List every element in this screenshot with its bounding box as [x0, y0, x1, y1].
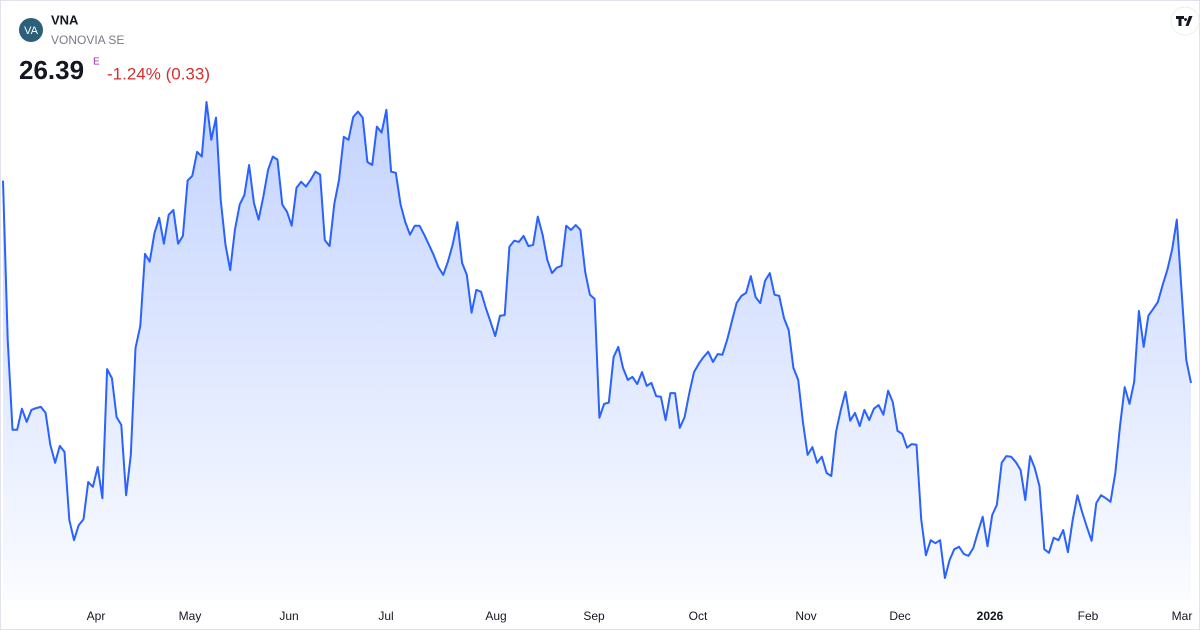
x-tick-label: Feb — [1078, 609, 1099, 623]
x-tick-label: Apr — [87, 609, 106, 623]
price-line — [2, 101, 1192, 579]
price-flag: E — [93, 57, 100, 68]
x-tick-label: Jul — [378, 609, 393, 623]
x-tick-label: Mar — [1172, 609, 1193, 623]
logo — [19, 18, 43, 42]
x-tick-label: Oct — [689, 609, 708, 623]
plot — [2, 101, 1192, 600]
x-tick-label: May — [179, 609, 202, 623]
x-tick-label: Dec — [889, 609, 910, 623]
x-tick-label: Jun — [279, 609, 298, 623]
area-fill — [3, 102, 1191, 600]
x-tick-label: Nov — [795, 609, 816, 623]
tradingview-logo — [1170, 6, 1200, 36]
logo-text: VA — [24, 25, 39, 37]
x-tick-label: 2026 — [977, 609, 1004, 623]
price: 26.39 — [19, 55, 84, 85]
company-name: VONOVIA SE — [51, 33, 124, 47]
price-change: -1.24% (0.33) — [107, 64, 210, 83]
symbol: VNA — [51, 12, 79, 27]
x-tick-label: Aug — [485, 609, 506, 623]
x-tick-label: Sep — [583, 609, 605, 623]
